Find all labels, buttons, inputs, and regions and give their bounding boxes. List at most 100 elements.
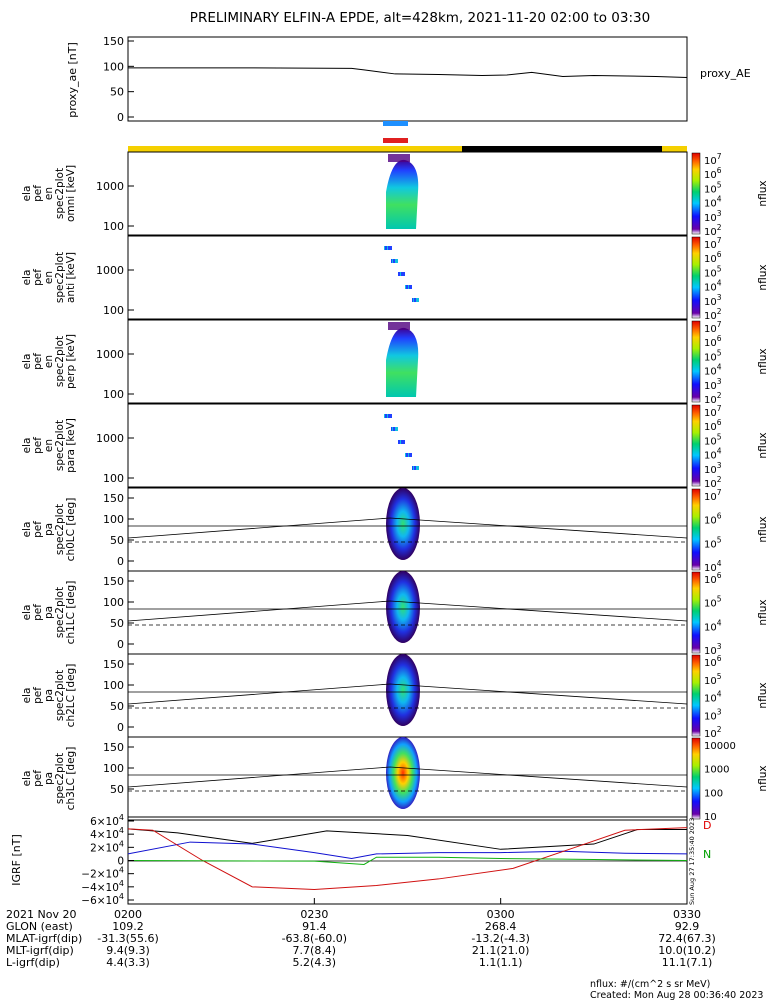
proxy-ae-y-ticks: 150 100 50 0 [103,35,134,124]
igrf-ytick-label: 0 [117,856,124,868]
panel-ylabel: spec2plot [54,587,66,638]
ephemeris-row-label: MLAT-igrf(dip) [6,932,82,945]
panel-ylabel: anti [keV] [65,252,77,303]
colorbar-label: nflux [757,348,769,374]
colorbar-tick-label: 105 [704,432,722,447]
ephemeris-value: 9.4(9.3) [106,944,150,957]
igrf-ytick-label: −2×104 [81,866,124,881]
colorbar-tick-label: 107 [704,488,722,503]
panel-ylabel: pa [43,772,55,785]
igrf-red-line [127,827,688,890]
panel-ylabel: ela [21,438,33,454]
igrf-ytick-label: −4×104 [81,879,124,894]
spectrogram-flux-cell [395,427,398,431]
proxy-ae-ytick-label: 0 [117,111,124,124]
ytick-label: 150 [103,741,124,754]
panel-ylabel: para [keV] [65,418,77,473]
igrf-black-line [127,828,687,850]
panel-ylabel: ela [21,522,33,538]
proxy-ae-panel: 150 100 50 0 proxy_AE proxy_ae [nT] [66,35,751,124]
spectrogram-flux-cell [395,259,398,263]
igrf-green-line [127,856,688,865]
colorbar-tick-label: 102 [704,725,722,740]
spectrogram-panel-8: 150 100 50 ela pef pa spec2plot ch3LC [deg] 1000… [21,736,769,823]
colorbar-tick-label: 105 [704,180,722,195]
igrf-legend-n: N [703,848,711,861]
pitch-angle-flux-region [386,488,420,560]
local-pitch-angle-curve [127,600,688,622]
ytick-label: 150 [103,658,124,671]
ytick-label: 100 [103,762,124,775]
ytick-label: 100 [103,596,124,609]
proxy-ae-frame [127,36,688,122]
colorbar-label: nflux [757,432,769,458]
proxy-ae-series-line [128,67,688,78]
panel-ylabel: en [43,271,55,284]
colorbar-tick-label: 105 [704,264,722,279]
panel-ylabel: pa [43,523,55,536]
colorbar-tick-label: 104 [704,279,722,294]
pitch-angle-flux-region [386,654,420,726]
colorbar-tick-label: 107 [704,236,722,251]
igrf-ytick-label: 4×104 [90,826,124,841]
ephemeris-value: 4.4(3.3) [106,956,150,969]
ytick-label: 0 [117,555,124,568]
ephemeris-value: 109.2 [112,920,144,933]
proxy-ae-ytick-label: 50 [110,86,124,99]
colorbar-label: nflux [757,599,769,625]
panel-ylabel: spec2plot [54,336,66,387]
colorbar-tick-label: 107 [704,404,722,419]
time-tick-label: 0330 [673,908,701,921]
ytick-label: 100 [103,513,124,526]
ephemeris-value: 10.0(10.2) [658,944,716,957]
sunlit-bar-end [662,146,687,152]
created-note: Created: Mon Aug 28 00:36:40 2023 [590,990,763,1000]
colorbar-tick-label: 103 [704,209,722,224]
spectrogram-flux-cell [416,466,419,470]
colorbar [691,320,701,403]
ephemeris-value: 5.2(4.3) [293,956,337,969]
ytick-label: 50 [110,700,124,713]
ephemeris-row-label: 2021 Nov 20 [6,908,76,921]
panel-ylabel: ela [21,354,33,370]
panel-ylabel: ch2LC [deg] [65,664,77,728]
local-pitch-angle-curve [127,517,688,539]
ytick-label: 1000 [96,180,124,193]
time-tick-label: 0230 [300,908,328,921]
ytick-label: 100 [103,472,124,485]
ytick-label: 150 [103,492,124,505]
colorbar [691,404,701,487]
ephemeris-value: -63.8(-60.0) [282,932,348,945]
ephemeris-value: 72.4(67.3) [658,932,716,945]
ytick-label: 150 [103,575,124,588]
colorbar-tick-label: 106 [704,166,722,181]
colorbar-tick-label: 105 [704,672,722,687]
igrf-ylabel: IGRF [nT] [10,834,23,886]
colorbar-label: nflux [757,264,769,290]
panel-ylabel: ela [21,688,33,704]
ytick-label: 100 [103,679,124,692]
spectrogram-panel-5: 150 100 50 0 ela pef pa spec2plot ch0LC [deg] 107… [21,487,769,574]
colorbar [691,654,701,737]
spectrogram-panel-2: 1000 100 ela pef en spec2plot anti [keV] 107106… [21,235,769,322]
panel-ylabel: spec2plot [54,252,66,303]
time-tick-label: 0200 [114,908,142,921]
ytick-label: 1000 [96,348,124,361]
panel-ylabel: pef [32,521,44,538]
local-pitch-angle-curve [127,683,688,705]
time-tick-label: 0300 [487,908,515,921]
panel-ylabel: spec2plot [54,670,66,721]
ephemeris-value: 21.1(21.0) [472,944,530,957]
science-zone-blue-bar [383,121,408,126]
side-timestamp: Sun Aug 27 17:35:40 2023 [688,818,696,905]
colorbar-tick-label: 104 [704,363,722,378]
ytick-label: 100 [103,304,124,317]
panel-ylabel: pef [32,269,44,286]
colorbar-tick-label: 104 [704,447,722,462]
spectrogram-flux-cell [389,246,392,250]
panel-ylabel: spec2plot [54,504,66,555]
